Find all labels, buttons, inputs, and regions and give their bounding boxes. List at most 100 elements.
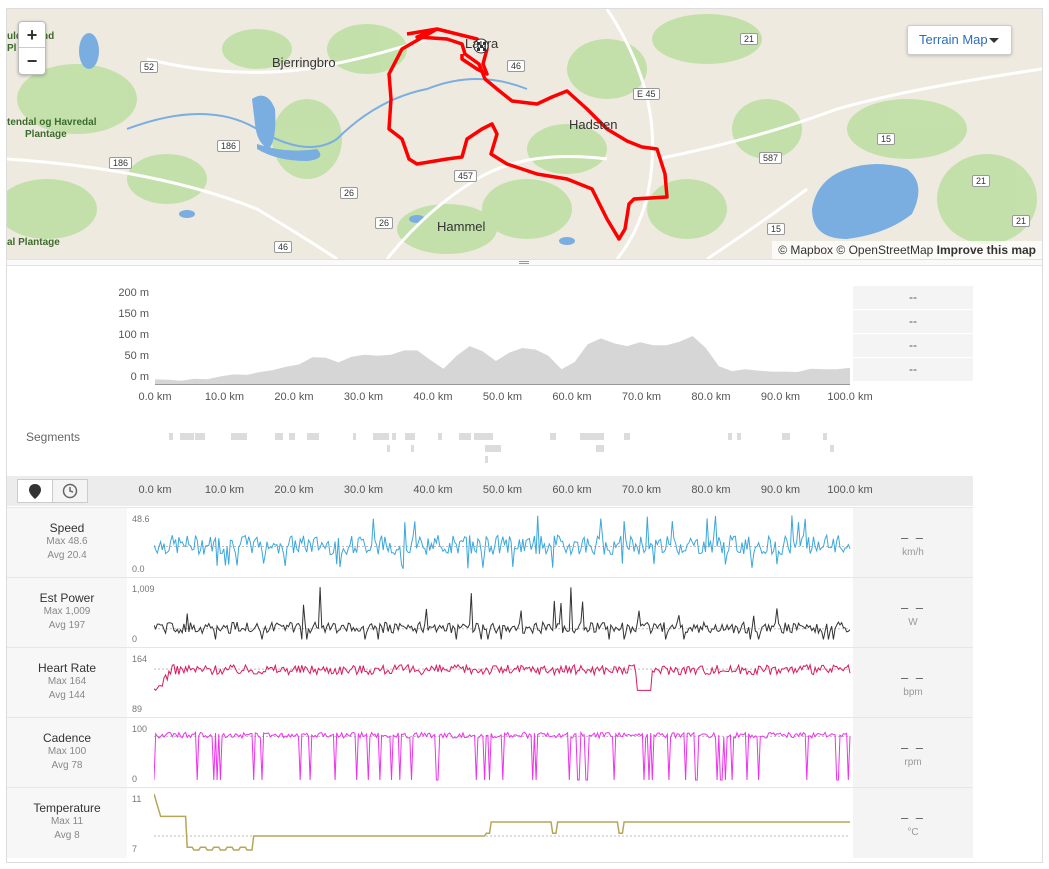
segment-bar[interactable]: [392, 433, 396, 440]
segment-bar[interactable]: [737, 433, 741, 440]
map-resize-handle[interactable]: [7, 259, 1042, 266]
segment-bar[interactable]: [373, 433, 389, 440]
segment-bar[interactable]: [353, 433, 356, 440]
segment-bar[interactable]: [550, 433, 556, 440]
stream-unit: km/h: [902, 547, 924, 558]
segment-bar[interactable]: [782, 433, 790, 440]
segment-bar[interactable]: [289, 433, 295, 440]
route-map[interactable]: Bjerringbro Hadsten Hammel Laura ulden a…: [7, 9, 1042, 259]
segment-bar[interactable]: [728, 433, 732, 440]
stream-plot[interactable]: 164 89: [128, 648, 853, 718]
segment-bar[interactable]: [580, 433, 604, 440]
stream-plot[interactable]: 48.6 0.0: [128, 508, 853, 578]
stream-plot[interactable]: 1,009 0: [128, 578, 853, 648]
stream-label: Speed Max 48.6 Avg 20.4: [7, 508, 127, 578]
segment-bar[interactable]: [307, 433, 319, 440]
improve-map-link[interactable]: Improve this map: [936, 243, 1036, 257]
stream-label: Cadence Max 100 Avg 78: [7, 718, 127, 788]
elevation-x-tick: 70.0 km: [621, 391, 662, 403]
stream-graph: [154, 587, 851, 640]
elevation-x-tick: 30.0 km: [343, 391, 384, 403]
stream-x-tick: 80.0 km: [691, 484, 731, 496]
stream-side: – – bpm: [853, 648, 973, 718]
map-park-label: tendal og Havredal: [7, 117, 97, 128]
map-type-label: Terrain Map: [919, 32, 988, 47]
segment-bar[interactable]: [474, 433, 478, 440]
segment-bar[interactable]: [180, 433, 194, 440]
elevation-side-value: --: [853, 286, 973, 310]
stream-current-value: – –: [900, 740, 926, 755]
map-city-label: Laura: [465, 36, 499, 51]
segment-bar[interactable]: [477, 433, 493, 440]
stream-current-value: – –: [900, 600, 926, 615]
stream-x-tick: 0.0 km: [138, 484, 172, 496]
stream-row-hr[interactable]: Heart Rate Max 164 Avg 144 164 89 – – bpm: [7, 647, 973, 718]
segment-bar[interactable]: [405, 433, 415, 440]
stream-y-max: 1,009: [132, 584, 155, 594]
stream-label: Heart Rate Max 164 Avg 144: [7, 648, 127, 718]
segment-bar[interactable]: [231, 433, 247, 440]
stream-name: Heart Rate: [37, 661, 97, 675]
zoom-in-button[interactable]: +: [19, 22, 45, 48]
segment-bar[interactable]: [485, 456, 488, 463]
road-shield: 46: [274, 241, 293, 253]
elevation-x-tick: 60.0 km: [552, 391, 592, 403]
map-type-dropdown[interactable]: Terrain Map: [907, 25, 1012, 55]
stream-graph: [154, 515, 851, 569]
stream-line: [154, 587, 851, 640]
segment-bar[interactable]: [275, 433, 283, 440]
stream-label: Est Power Max 1,009 Avg 197: [7, 578, 127, 648]
stream-line: [154, 662, 851, 692]
stream-x-tick: 70.0 km: [621, 484, 662, 496]
road-shield: 26: [375, 217, 394, 229]
stream-current-value: – –: [900, 670, 926, 685]
map-attribution: © Mapbox © OpenStreetMap Improve this ma…: [772, 241, 1042, 259]
stream-y-min: 7: [132, 844, 138, 854]
activity-analysis-panel: Bjerringbro Hadsten Hammel Laura ulden a…: [6, 8, 1043, 863]
segment-bar[interactable]: [169, 433, 173, 440]
segment-bar[interactable]: [411, 445, 414, 452]
stream-line: [154, 730, 851, 781]
stream-y-min: 0.0: [132, 564, 145, 574]
stream-max: Max 100: [47, 746, 87, 757]
road-shield: 15: [877, 133, 896, 145]
segment-bar[interactable]: [438, 433, 442, 440]
stream-plot[interactable]: 11 7: [128, 788, 853, 858]
stream-x-tick: 30.0 km: [343, 484, 384, 496]
elevation-x-tick: 50.0 km: [482, 391, 523, 403]
elevation-y-tick: 150 m: [118, 308, 149, 320]
distance-mode-button[interactable]: [17, 479, 53, 503]
segment-bar[interactable]: [459, 433, 471, 440]
segment-bar[interactable]: [485, 445, 501, 452]
stream-max: Max 1,009: [43, 606, 91, 617]
elevation-y-tick: 200 m: [118, 287, 149, 299]
elevation-x-tick: 0.0 km: [138, 391, 172, 403]
stream-plot[interactable]: 100 0: [128, 718, 853, 788]
osm-link[interactable]: © OpenStreetMap: [836, 243, 934, 257]
stream-row-power[interactable]: Est Power Max 1,009 Avg 197 1,009 0 – – W: [7, 577, 973, 648]
segment-bar[interactable]: [596, 445, 604, 452]
zoom-out-button[interactable]: −: [26, 51, 38, 71]
stream-row-cad[interactable]: Cadence Max 100 Avg 78 100 0 – – rpm: [7, 717, 973, 788]
elevation-y-tick: 50 m: [124, 350, 149, 362]
elevation-x-tick: 80.0 km: [691, 391, 731, 403]
mapbox-link[interactable]: © Mapbox: [778, 243, 834, 257]
segment-bar[interactable]: [195, 433, 205, 440]
stream-y-max: 48.6: [132, 514, 150, 524]
stream-name: Speed: [49, 521, 85, 535]
stream-max: Max 48.6: [46, 536, 88, 547]
stream-avg: Avg 78: [51, 760, 83, 771]
map-city-label: Bjerringbro: [272, 55, 336, 70]
stream-x-tick: 50.0 km: [482, 484, 523, 496]
stream-row-temp[interactable]: Temperature Max 11 Avg 8 11 7 – – °C: [7, 787, 973, 858]
road-shield: 21: [972, 175, 991, 187]
map-pin-icon: [29, 484, 41, 499]
stream-row-speed[interactable]: Speed Max 48.6 Avg 20.4 48.6 0.0 – – km/h: [7, 507, 973, 578]
map-park-label: Pl: [7, 43, 17, 54]
segment-bar[interactable]: [624, 433, 630, 440]
segment-bar[interactable]: [823, 433, 827, 440]
segment-bar[interactable]: [387, 445, 390, 452]
time-mode-button[interactable]: [52, 479, 88, 503]
stream-x-tick: 40.0 km: [413, 484, 453, 496]
segment-bar[interactable]: [830, 445, 834, 452]
